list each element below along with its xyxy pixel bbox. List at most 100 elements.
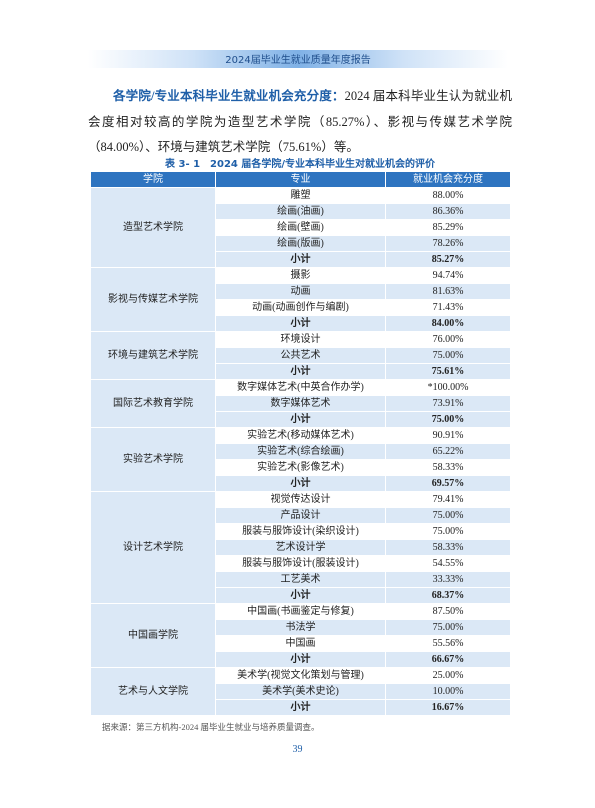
college-cell: 造型艺术学院 [90, 187, 216, 268]
header-title: 2024届毕业生就业质量年度报告 [225, 55, 371, 66]
table-row: 艺术设计学 58.33% [91, 539, 511, 556]
table-row: 影视与传媒艺术学院 摄影 94.74% [90, 267, 511, 332]
table-row: 造型艺术学院 雕塑 88.00% [90, 187, 511, 268]
major-cell: 实验艺术(影像艺术) [215, 459, 386, 476]
major-cell: 产品设计 [215, 507, 386, 524]
page-number: 39 [292, 744, 303, 755]
table-row: 书法学 75.00% [91, 619, 511, 636]
rate-cell: 94.74% [385, 267, 511, 284]
subtotal-rate: 66.67% [385, 651, 511, 668]
major-cell: 公共艺术 [215, 347, 386, 364]
table-row: 中国画 55.56% [91, 635, 511, 652]
subtotal-label: 小计 [215, 251, 386, 268]
rate-cell: 75.00% [385, 523, 511, 540]
paragraph-lead: 各学院/专业本科毕业生就业机会充分度： [113, 89, 345, 103]
rate-cell: 85.29% [385, 219, 511, 236]
table-row: 美术学(美术史论) 10.00% [91, 683, 511, 700]
header-row: 学院 专业 就业机会充分度 [90, 171, 511, 188]
major-cell: 工艺美术 [215, 571, 386, 588]
header-cell: 专业 [215, 171, 386, 188]
rate-cell: 79.41% [385, 491, 511, 508]
major-cell: 绘画(油画) [215, 203, 386, 220]
major-cell: 环境设计 [215, 331, 386, 348]
table-row: 国际艺术教育学院 数字媒体艺术(中英合作办学) *100.00% [90, 379, 511, 428]
major-cell: 绘画(壁画) [215, 219, 386, 236]
college-cell: 国际艺术教育学院 [90, 379, 216, 428]
major-cell: 实验艺术(综合绘画) [215, 443, 386, 460]
table-row: 动画 81.63% [91, 283, 511, 300]
college-cell: 影视与传媒艺术学院 [90, 267, 216, 332]
major-cell: 实验艺术(移动媒体艺术) [215, 427, 386, 444]
rate-cell: 71.43% [385, 299, 511, 316]
subtotal-label: 小计 [215, 587, 386, 604]
subtotal-row: 小计 75.00% [91, 411, 511, 428]
table-row: 实验艺术学院 实验艺术(移动媒体艺术) 90.91% [90, 427, 511, 492]
subtotal-rate: 75.00% [385, 411, 511, 428]
header-banner: 2024届毕业生就业质量年度报告 [88, 50, 508, 68]
college-cell: 实验艺术学院 [90, 427, 216, 492]
subtotal-rate: 69.57% [385, 475, 511, 492]
rate-cell: 76.00% [385, 331, 511, 348]
major-cell: 雕塑 [215, 187, 386, 204]
data-table: 学院 专业 就业机会充分度 造型艺术学院 雕塑 88.00% 绘画(油画) 86.36% 绘画… [90, 171, 511, 716]
subtotal-row: 小计 16.67% [91, 699, 511, 716]
rate-cell: 73.91% [385, 395, 511, 412]
subtotal-rate: 16.67% [385, 699, 511, 716]
subtotal-label: 小计 [215, 363, 386, 380]
major-cell: 数字媒体艺术 [215, 395, 386, 412]
table-caption: 表 3- 1 2024 届各学院/专业本科毕业生对就业机会的评价 [165, 159, 435, 170]
major-cell: 绘画(版画) [215, 235, 386, 252]
rate-cell: *100.00% [385, 379, 511, 396]
major-cell: 美术学(视觉文化策划与管理) [215, 667, 386, 684]
table-row: 艺术与人文学院 美术学(视觉文化策划与管理) 25.00% [90, 667, 511, 716]
subtotal-rate: 68.37% [385, 587, 511, 604]
major-cell: 美术学(美术史论) [215, 683, 386, 700]
table-row: 中国画学院 中国画(书画鉴定与修复) 87.50% [90, 603, 511, 668]
table-row: 环境与建筑艺术学院 环境设计 76.00% [90, 331, 511, 380]
college-cell: 设计艺术学院 [90, 491, 216, 604]
rate-cell: 78.26% [385, 235, 511, 252]
paragraph: 各学院/专业本科毕业生就业机会充分度：2024 届本科毕业生认为就业机会度相对较… [88, 84, 512, 161]
major-cell: 视觉传达设计 [215, 491, 386, 508]
major-cell: 摄影 [215, 267, 386, 284]
rate-cell: 10.00% [385, 683, 511, 700]
subtotal-label: 小计 [215, 315, 386, 332]
rate-cell: 54.55% [385, 555, 511, 572]
subtotal-label: 小计 [215, 411, 386, 428]
header-cell: 学院 [90, 171, 216, 188]
major-cell: 动画 [215, 283, 386, 300]
major-cell: 服装与服饰设计(染织设计) [215, 523, 386, 540]
subtotal-label: 小计 [215, 651, 386, 668]
rate-cell: 25.00% [385, 667, 511, 684]
rate-cell: 33.33% [385, 571, 511, 588]
major-cell: 服装与服饰设计(服装设计) [215, 555, 386, 572]
major-cell: 中国画(书画鉴定与修复) [215, 603, 386, 620]
subtotal-rate: 75.61% [385, 363, 511, 380]
table-row: 实验艺术(综合绘画) 65.22% [91, 443, 511, 460]
subtotal-rate: 85.27% [385, 251, 511, 268]
table-row: 动画(动画创作与编剧) 71.43% [91, 299, 511, 316]
major-cell: 数字媒体艺术(中英合作办学) [215, 379, 386, 396]
table-row: 数字媒体艺术 73.91% [91, 395, 511, 412]
subtotal-rate: 84.00% [385, 315, 511, 332]
rate-cell: 75.00% [385, 347, 511, 364]
college-cell: 中国画学院 [90, 603, 216, 668]
major-cell: 书法学 [215, 619, 386, 636]
college-cell: 环境与建筑艺术学院 [90, 331, 216, 380]
college-cell: 艺术与人文学院 [90, 667, 216, 716]
rate-cell: 87.50% [385, 603, 511, 620]
table-row: 服装与服饰设计(染织设计) 75.00% [91, 523, 511, 540]
rate-cell: 75.00% [385, 507, 511, 524]
table-row: 公共艺术 75.00% [91, 347, 511, 364]
major-cell: 中国画 [215, 635, 386, 652]
subtotal-row: 小计 85.27% [91, 251, 511, 268]
major-cell: 动画(动画创作与编剧) [215, 299, 386, 316]
major-cell: 艺术设计学 [215, 539, 386, 556]
header-cell: 就业机会充分度 [385, 171, 511, 188]
rate-cell: 90.91% [385, 427, 511, 444]
paragraph-text: 2024 届本科毕业生认为就业机会度相对较高的学院为造型艺术学院（85.27%）… [88, 89, 512, 154]
rate-cell: 86.36% [385, 203, 511, 220]
subtotal-label: 小计 [215, 699, 386, 716]
source-note: 据来源：第三方机构-2024 届毕业生就业与培养质量调查。 [102, 722, 320, 732]
